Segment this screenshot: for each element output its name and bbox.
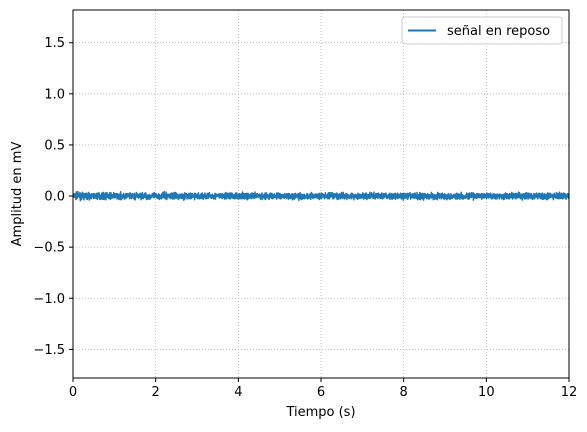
y-tick-label: −1.0 xyxy=(33,292,65,307)
y-tick-label: 0.0 xyxy=(44,190,65,205)
x-axis-label: Tiempo (s) xyxy=(285,405,355,420)
x-tick-label: 8 xyxy=(400,385,408,400)
x-axis: 0 2 4 6 8 10 12 xyxy=(69,378,577,400)
series-line-senal-en-reposo xyxy=(73,190,569,202)
y-axis-label: Amplitud en mV xyxy=(10,142,25,247)
x-tick-label: 0 xyxy=(69,385,77,400)
legend-box xyxy=(401,16,563,45)
x-tick-label: 6 xyxy=(317,385,325,400)
y-tick-label: −1.5 xyxy=(33,343,65,358)
x-tick-label: 12 xyxy=(561,385,578,400)
y-axis: −1.5 −1.0 −0.5 0.0 0.5 1.0 1.5 xyxy=(33,36,73,358)
legend-label: señal en reposo xyxy=(447,24,550,39)
y-tick-label: 1.5 xyxy=(44,36,65,51)
plot-area xyxy=(73,190,569,202)
y-tick-label: 1.0 xyxy=(44,87,65,102)
x-tick-label: 10 xyxy=(478,385,495,400)
legend: señal en reposo xyxy=(401,16,563,45)
y-tick-label: 0.5 xyxy=(44,138,65,153)
y-tick-label: −0.5 xyxy=(33,241,65,256)
x-tick-label: 4 xyxy=(234,385,242,400)
x-tick-label: 2 xyxy=(152,385,160,400)
